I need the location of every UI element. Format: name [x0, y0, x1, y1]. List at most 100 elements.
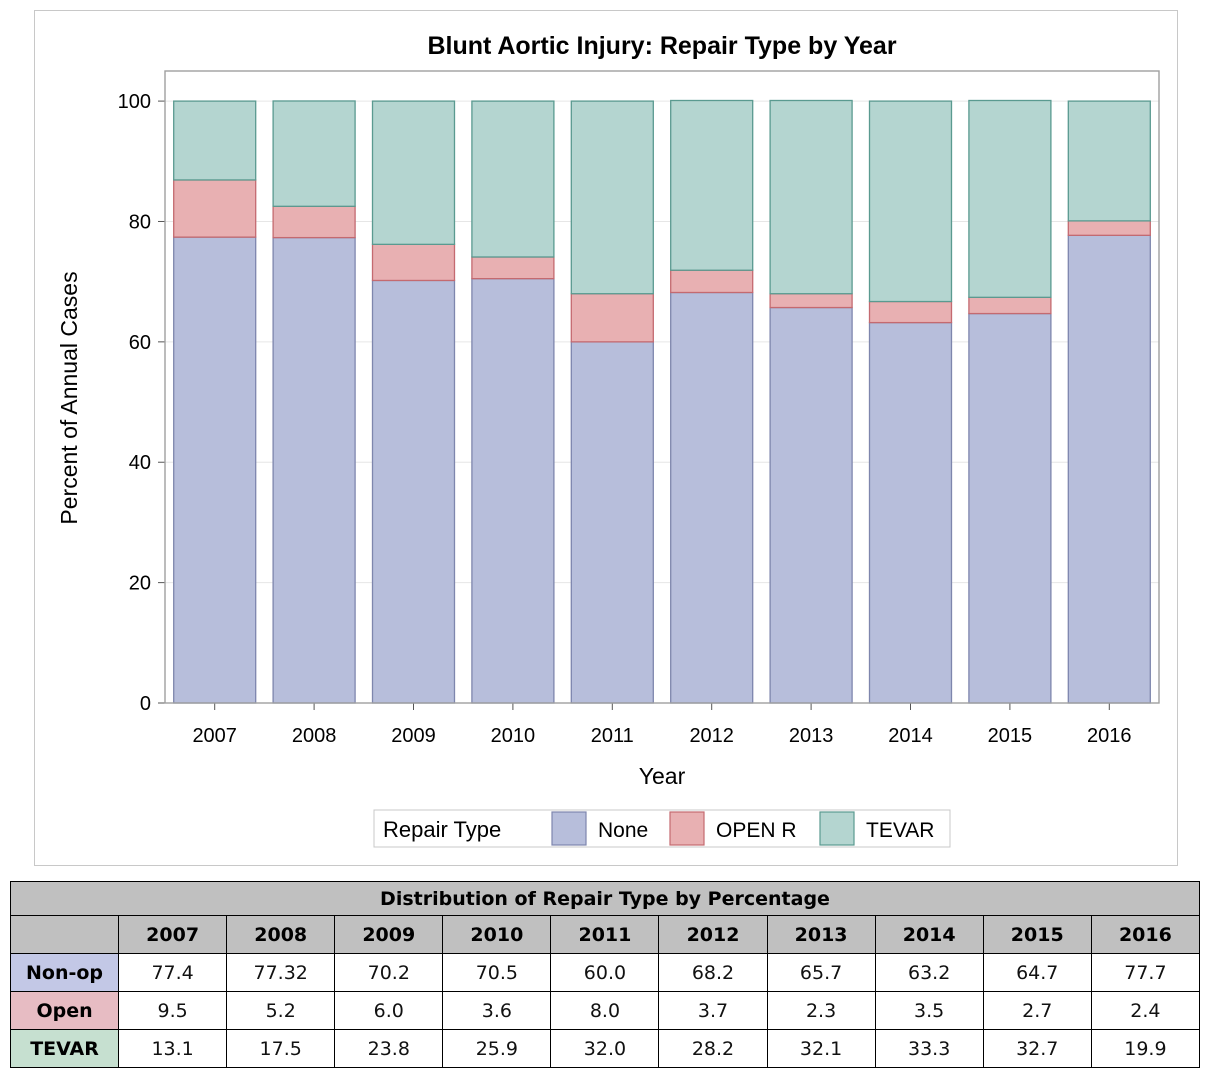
- year-header-2010: 2010: [442, 915, 552, 954]
- plot-area-border: [164, 70, 1160, 704]
- bar-segment-open-r-2014: [868, 300, 953, 324]
- bar-segment-open-r-2012: [670, 269, 754, 294]
- bar-segment-none-2011: [570, 341, 654, 704]
- x-axis-label: Year: [639, 763, 686, 789]
- legend-label: OPEN R: [716, 819, 797, 842]
- legend-title: Repair Type: [383, 817, 501, 842]
- table-cell: 65.7: [766, 953, 876, 992]
- bar-segment-tevar-2015: [968, 99, 1052, 298]
- bar-segment-open-r-2009: [371, 243, 456, 282]
- chart-frame: Blunt Aortic Injury: Repair Type by Year…: [34, 10, 1178, 866]
- table-cell: 77.4: [118, 953, 228, 992]
- bar-segment-tevar-2012: [670, 99, 754, 271]
- x-tick-label: 2016: [1087, 725, 1132, 747]
- x-tick-label: 2013: [789, 725, 834, 747]
- y-tick-label: 40: [129, 452, 151, 474]
- bar-segment-none-2010: [471, 278, 555, 704]
- year-header-2014: 2014: [874, 915, 984, 954]
- table-cell: 77.7: [1090, 953, 1201, 992]
- x-tick-label: 2014: [888, 725, 933, 747]
- table-cell: 25.9: [442, 1029, 552, 1068]
- bar-segment-tevar-2008: [272, 100, 356, 207]
- year-header-2013: 2013: [766, 915, 876, 954]
- bar-segment-tevar-2009: [371, 100, 456, 245]
- x-tick-label: 2009: [391, 725, 436, 747]
- bar-segment-tevar-2013: [769, 99, 853, 295]
- row-label-non-op: Non-op: [9, 953, 120, 992]
- table-cell: 19.9: [1090, 1029, 1201, 1068]
- bar-segment-tevar-2011: [570, 100, 654, 295]
- year-header-2011: 2011: [550, 915, 660, 954]
- table-cell: 3.6: [442, 991, 552, 1030]
- bar-segment-none-2013: [769, 306, 853, 704]
- x-tick-label: 2015: [988, 725, 1033, 747]
- table-cell: 33.3: [874, 1029, 984, 1068]
- bar-segment-tevar-2010: [471, 100, 555, 258]
- bar-segment-none-2012: [670, 291, 754, 704]
- row-label-tevar: TEVAR: [9, 1029, 120, 1068]
- year-header-2012: 2012: [658, 915, 768, 954]
- bar-segment-none-2016: [1067, 234, 1151, 704]
- table-cell: 3.7: [658, 991, 768, 1030]
- table-cell: 3.5: [874, 991, 984, 1030]
- table-cell: 70.5: [442, 953, 552, 992]
- table-header-row: 2007 2008 2009 2010 2011 2012 2013 2014 2015 2016: [9, 915, 1201, 954]
- table-caption: Distribution of Repair Type by Percentag…: [10, 881, 1200, 916]
- legend: Repair Type None OPEN R TEVAR: [373, 809, 951, 848]
- table-cell: 70.2: [334, 953, 444, 992]
- legend-label: TEVAR: [866, 819, 934, 842]
- y-tick-label: 60: [129, 332, 151, 354]
- y-axis-label: Percent of Annual Cases: [56, 271, 82, 524]
- bar-segment-open-r-2010: [471, 256, 555, 280]
- bar-segment-none-2014: [868, 321, 953, 704]
- bar-segment-none-2007: [173, 236, 257, 704]
- distribution-table-container: Distribution of Repair Type by Percentag…: [9, 881, 1201, 1068]
- year-header-2015: 2015: [982, 915, 1092, 954]
- table-cell: 28.2: [658, 1029, 768, 1068]
- table-row: Open 9.5 5.2 6.0 3.6 8.0 3.7 2.3 3.5 2.7 2.4: [9, 991, 1201, 1030]
- table-cell: 32.7: [982, 1029, 1092, 1068]
- y-tick-label: 100: [118, 91, 151, 113]
- x-tick-label: 2012: [689, 725, 734, 747]
- bar-segment-open-r-2011: [570, 293, 654, 343]
- bar-segment-none-2015: [968, 312, 1052, 704]
- table-cell: 63.2: [874, 953, 984, 992]
- table-cell: 32.0: [550, 1029, 660, 1068]
- chart-title: Blunt Aortic Injury: Repair Type by Year: [427, 32, 896, 60]
- bar-segment-open-r-2008: [272, 205, 356, 239]
- x-tick-label: 2007: [192, 725, 237, 747]
- bar-segment-open-r-2013: [769, 293, 853, 309]
- legend-swatch: [819, 811, 855, 846]
- x-tick-label: 2010: [491, 725, 536, 747]
- table-cell: 9.5: [118, 991, 228, 1030]
- table-cell: 13.1: [118, 1029, 228, 1068]
- bar-segment-open-r-2016: [1067, 220, 1151, 236]
- table-row: Non-op 77.4 77.32 70.2 70.5 60.0 68.2 65.7 63.2 6…: [9, 953, 1201, 992]
- legend-swatch: [551, 811, 587, 846]
- year-header-2016: 2016: [1090, 915, 1201, 954]
- table-cell: 17.5: [226, 1029, 336, 1068]
- table-cell: 68.2: [658, 953, 768, 992]
- table-cell: 64.7: [982, 953, 1092, 992]
- table-cell: 6.0: [334, 991, 444, 1030]
- axes: 0 20 40 60 80 100 2007 2008 2009 2010 2011 2012 2013…: [118, 70, 1160, 747]
- table-cell: 2.3: [766, 991, 876, 1030]
- table-corner-cell: [9, 915, 120, 954]
- year-header-2008: 2008: [226, 915, 336, 954]
- legend-label: None: [598, 819, 648, 842]
- distribution-table: Distribution of Repair Type by Percentag…: [9, 881, 1201, 1068]
- table-cell: 23.8: [334, 1029, 444, 1068]
- table-cell: 2.4: [1090, 991, 1201, 1030]
- legend-swatch: [669, 811, 705, 846]
- y-tick-label: 80: [129, 211, 151, 233]
- x-tick-label: 2008: [292, 725, 337, 747]
- table-cell: 5.2: [226, 991, 336, 1030]
- x-tick-label: 2011: [591, 725, 634, 747]
- table-body: Non-op 77.4 77.32 70.2 70.5 60.0 68.2 65.7 63.2 6…: [9, 953, 1201, 1068]
- table-cell: 77.32: [226, 953, 336, 992]
- bar-segment-tevar-2007: [173, 100, 257, 181]
- stacked-bar-chart: Blunt Aortic Injury: Repair Type by Year…: [56, 32, 1160, 848]
- year-header-2007: 2007: [118, 915, 228, 954]
- table-cell: 60.0: [550, 953, 660, 992]
- y-tick-label: 20: [129, 573, 151, 595]
